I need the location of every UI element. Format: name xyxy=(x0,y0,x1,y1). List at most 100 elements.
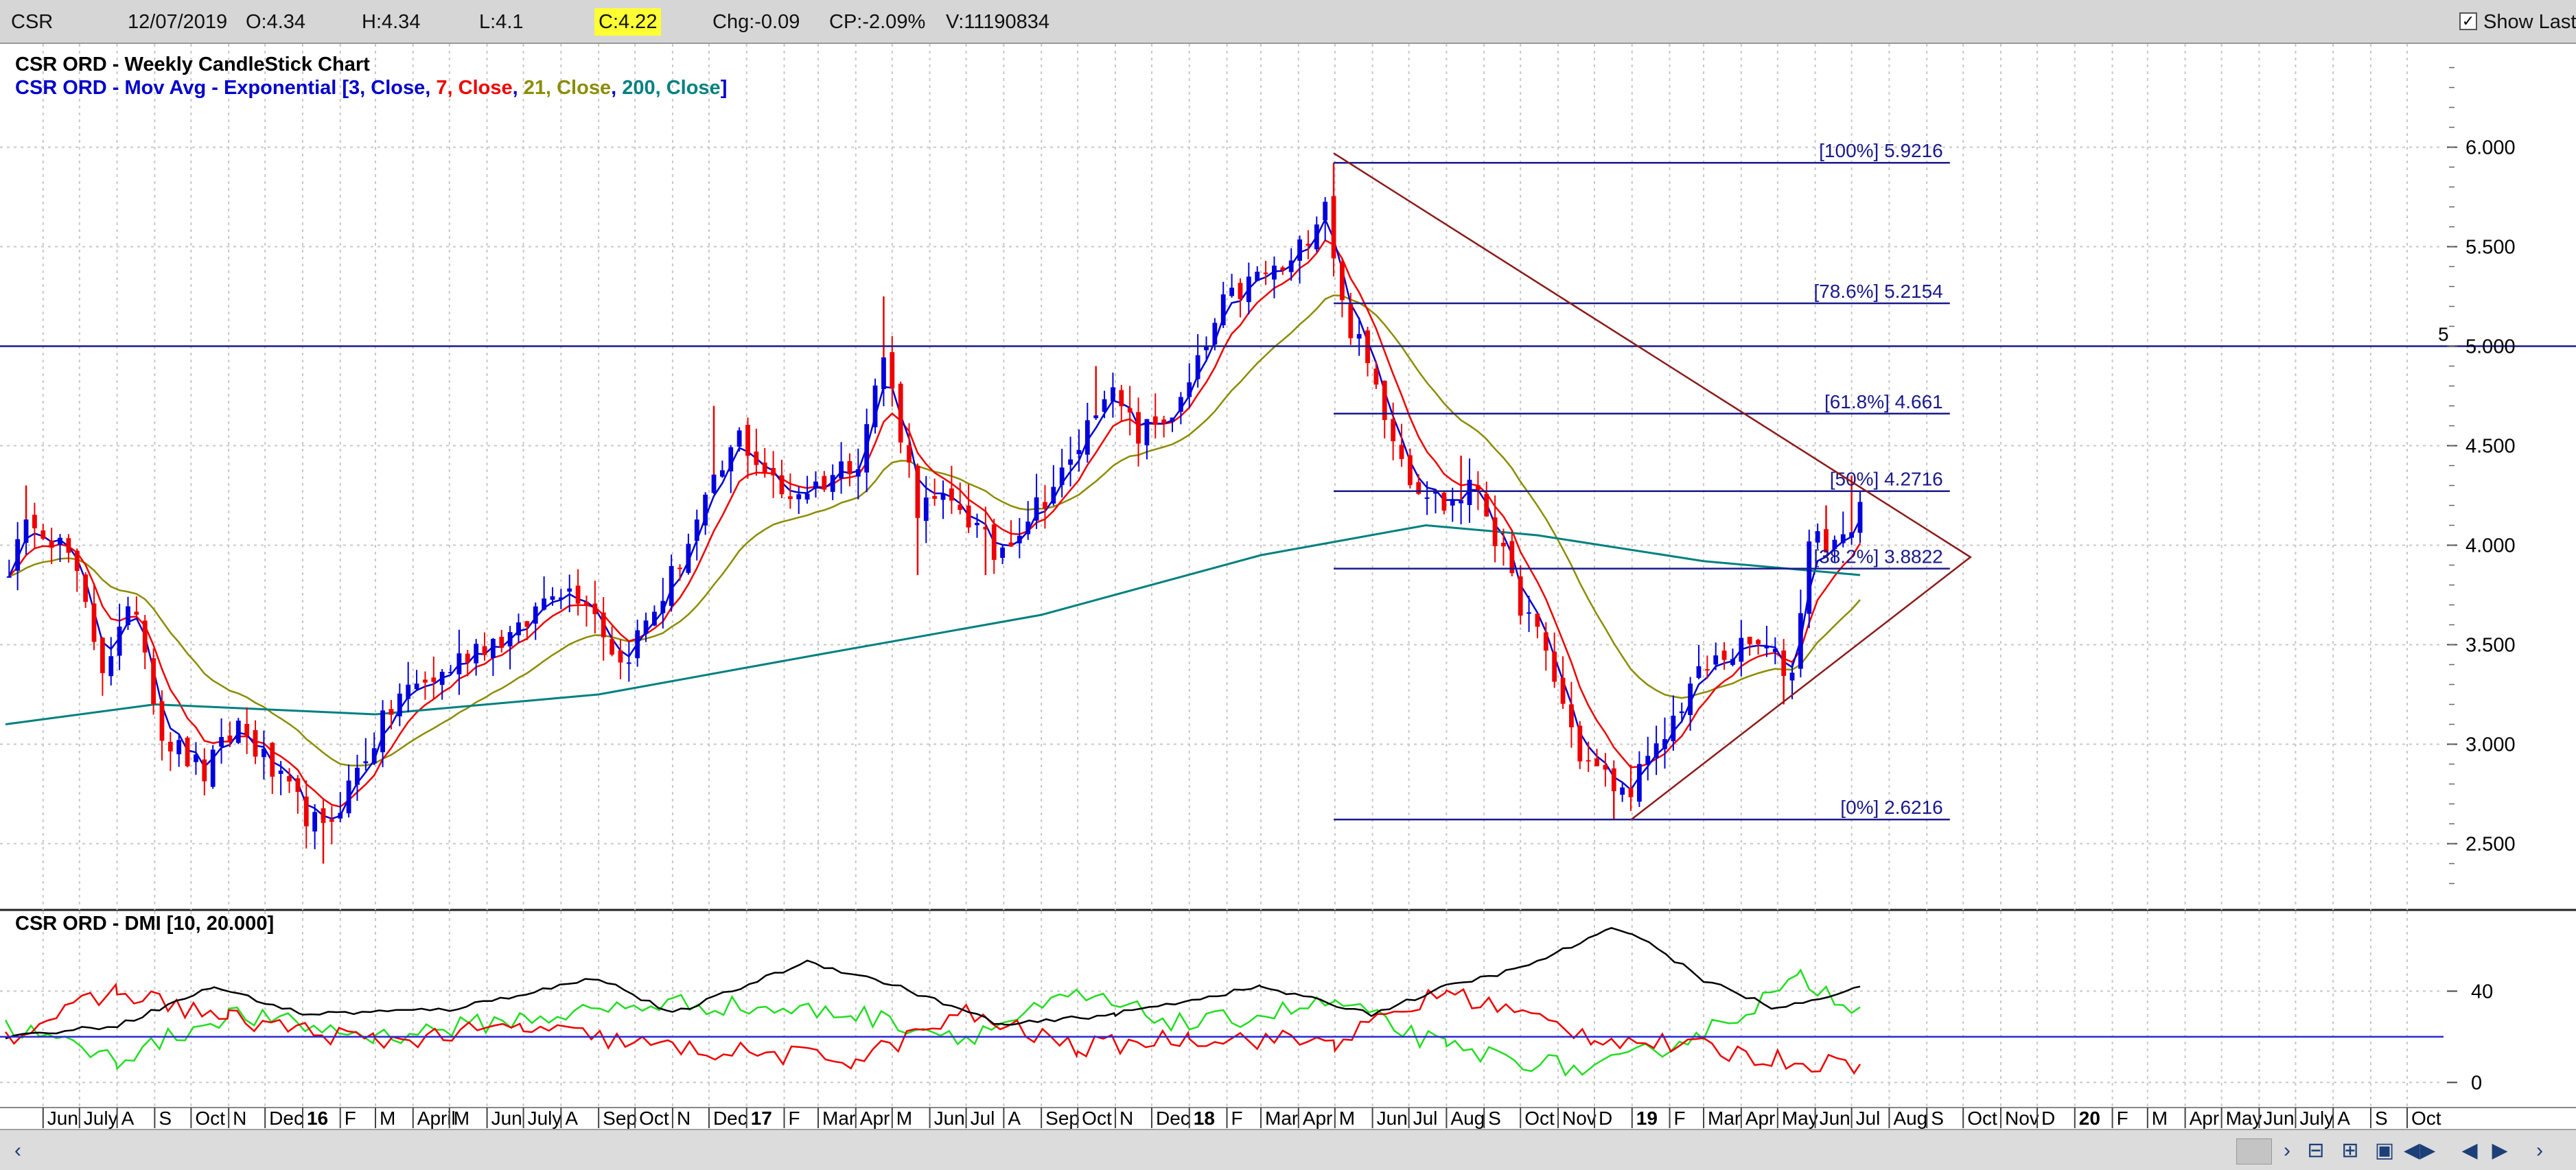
candle-body xyxy=(439,671,445,686)
x-tick-label: F xyxy=(1231,1108,1243,1129)
y-tick-label: 3.500 xyxy=(2465,635,2516,657)
candle-body xyxy=(1068,459,1073,465)
candle-body xyxy=(262,749,266,758)
scroll-thumb[interactable] xyxy=(2236,1138,2272,1165)
zoom-fit-icon[interactable]: ▣ xyxy=(2374,1139,2395,1162)
candle-body xyxy=(431,677,437,682)
candle-body xyxy=(872,385,878,428)
candle-body xyxy=(1433,491,1438,494)
candle-body xyxy=(533,606,538,624)
x-tick-label: S xyxy=(1931,1108,1944,1129)
candle-body xyxy=(1373,368,1379,385)
candle-body xyxy=(108,656,114,677)
candle-body xyxy=(253,729,258,757)
x-tick-label: 19 xyxy=(1636,1108,1658,1129)
x-tick-label: Jul xyxy=(1856,1108,1881,1129)
x-tick-label: M xyxy=(380,1108,395,1129)
x-tick-label: M xyxy=(896,1108,912,1129)
x-tick-label: M xyxy=(1339,1108,1355,1129)
fib-label: [0%] 2.6216 xyxy=(1840,797,1942,818)
scroll-left-icon[interactable]: ‹ xyxy=(14,1139,21,1162)
last-page-icon[interactable]: › xyxy=(2536,1139,2543,1162)
x-tick-label: Oct xyxy=(195,1108,225,1129)
candle-body xyxy=(406,684,411,699)
candle-body xyxy=(1798,613,1803,669)
candle-body xyxy=(1093,415,1099,419)
next-page-icon[interactable]: ▶ xyxy=(2492,1139,2508,1162)
candle-body xyxy=(1314,224,1319,250)
show-last-label: Show Last xyxy=(2483,11,2576,33)
x-tick-label: Oct xyxy=(1967,1108,1997,1129)
first-page-icon[interactable]: ◀▶ xyxy=(2404,1139,2436,1162)
chart-canvas[interactable]: 5 [100%] 5.9216 [78.6%] 5.2154 [61.8%] 4.66… xyxy=(0,44,2576,1129)
ma-legend-prefix: CSR ORD - Mov Avg - Exponential [ xyxy=(15,77,349,99)
candle-body xyxy=(423,679,428,683)
candle-body xyxy=(1704,669,1710,671)
candle-body xyxy=(151,658,156,705)
prev-page-icon[interactable]: ◀ xyxy=(2461,1139,2478,1162)
candle-body xyxy=(167,742,173,752)
candle-body xyxy=(456,653,462,675)
candle-body xyxy=(830,475,835,492)
candle-body xyxy=(287,776,292,782)
candle-body xyxy=(1620,787,1625,795)
candle-body xyxy=(1246,277,1251,303)
candle-body xyxy=(66,538,71,553)
candle-body xyxy=(822,476,827,490)
candle-body xyxy=(1025,522,1031,535)
x-tick-label: Apr xyxy=(1745,1108,1776,1129)
candle-body xyxy=(363,761,369,764)
ma-legend-suffix: ] xyxy=(720,77,728,99)
x-tick-label: 20 xyxy=(2079,1108,2100,1129)
candle-body xyxy=(49,540,54,548)
dmi-y-tick-label: 40 xyxy=(2471,981,2493,1003)
candle-body xyxy=(677,568,682,570)
high-label: H:4.34 xyxy=(362,11,421,33)
candle-body xyxy=(787,496,793,500)
candle-body xyxy=(550,596,555,600)
candle-body xyxy=(771,468,776,476)
zoom-in-icon[interactable]: ⊞ xyxy=(2341,1139,2359,1162)
dmi-y-tick-label: 0 xyxy=(2471,1072,2482,1094)
candle-body xyxy=(295,778,301,793)
candle-body xyxy=(371,748,377,764)
zoom-out-icon[interactable]: ⊟ xyxy=(2307,1139,2325,1162)
candle-body xyxy=(1178,397,1183,412)
x-tick-label: A xyxy=(2337,1108,2350,1129)
show-last-checkbox[interactable]: ✓ xyxy=(2459,12,2477,30)
candle-body xyxy=(388,709,394,715)
candle-body xyxy=(448,672,453,674)
x-tick-label: S xyxy=(1488,1108,1501,1129)
candle-body xyxy=(1543,632,1548,651)
candle-body xyxy=(1696,666,1702,678)
date-label: 12/07/2019 xyxy=(128,11,228,33)
candle-body xyxy=(100,637,105,673)
x-tick-label: Mar xyxy=(1265,1108,1298,1129)
x-tick-label: F xyxy=(1674,1108,1686,1129)
candle-body xyxy=(1671,715,1676,742)
candle-body xyxy=(1280,267,1286,270)
x-tick-label: Jun xyxy=(934,1108,965,1129)
candle-body xyxy=(711,474,717,493)
candle-body xyxy=(1688,683,1693,716)
x-tick-label: Apr xyxy=(2190,1108,2220,1129)
x-tick-label: D xyxy=(2041,1108,2055,1129)
scroll-right-icon[interactable]: › xyxy=(2284,1139,2290,1162)
candle-body xyxy=(134,611,139,615)
candle-body xyxy=(1102,399,1107,412)
candle-body xyxy=(958,504,963,511)
candle-body xyxy=(1424,497,1430,499)
candle-body xyxy=(618,650,623,663)
x-tick-label: N xyxy=(677,1108,691,1129)
candle-body xyxy=(1636,764,1642,802)
candle-body xyxy=(1569,704,1574,727)
candle-body xyxy=(754,452,759,465)
candle-body xyxy=(652,611,657,626)
x-tick-label: Jun xyxy=(47,1108,78,1129)
ema200-line xyxy=(5,524,1861,725)
scroll-bar: ‹ › ⊟ ⊞ ▣ ◀▶ ◀ ▶ › xyxy=(0,1129,2576,1170)
candle-body xyxy=(932,495,938,499)
dmi-title: CSR ORD - DMI [10, 20.000] xyxy=(15,913,275,935)
candle-body xyxy=(813,481,818,489)
ma-legend-21: 21, Close xyxy=(523,77,612,99)
